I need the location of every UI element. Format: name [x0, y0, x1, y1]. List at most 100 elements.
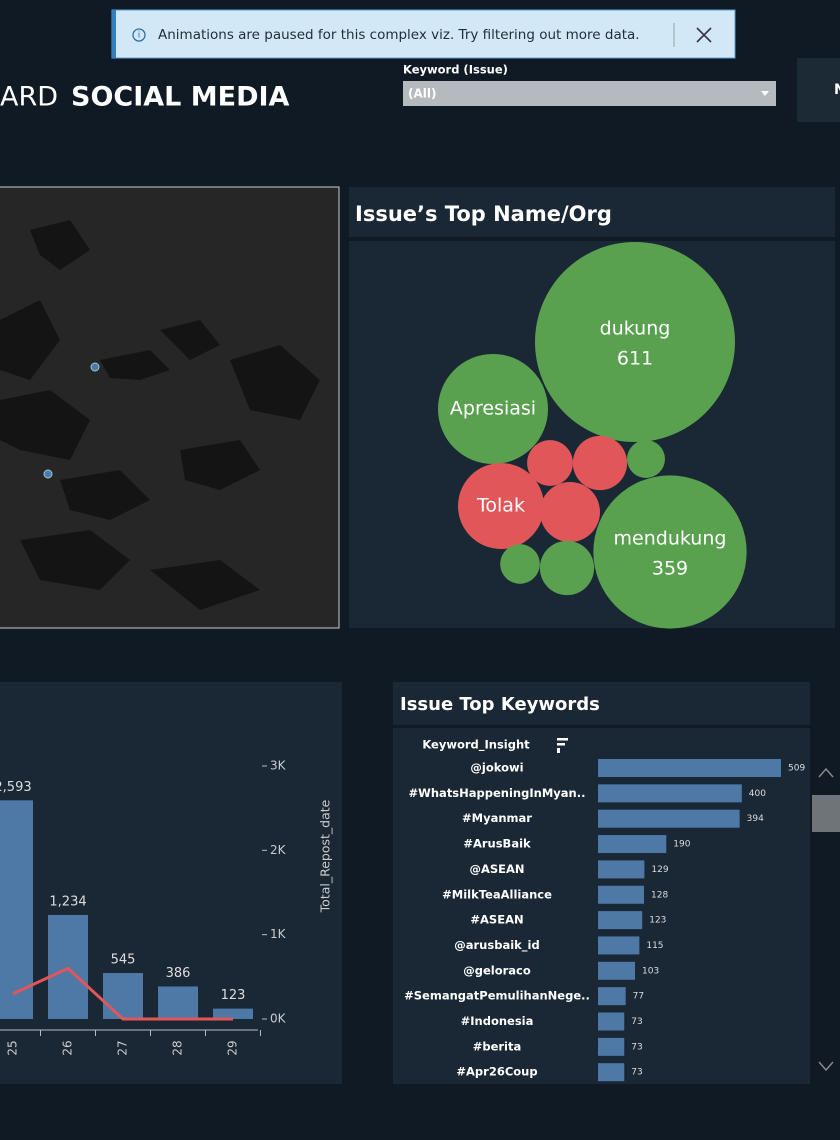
bubble: [457, 462, 545, 550]
title-light: ARD: [0, 82, 58, 113]
keyword-label: @jokowi: [470, 761, 523, 775]
bar: [0, 800, 33, 1019]
x-tick-label: 27: [116, 1040, 130, 1055]
filter-dropdown[interactable]: [403, 81, 776, 106]
bar: [158, 986, 198, 1019]
x-tick-label: 29: [226, 1040, 240, 1055]
dropdown-arrow: [761, 91, 769, 96]
bar-value-label: 103: [642, 966, 659, 976]
keyword-label: #Apr26Coup: [456, 1065, 537, 1079]
filter-label: Keyword (Issue): [403, 63, 508, 77]
keyword-label: #Indonesia: [461, 1014, 534, 1028]
keyword-label: #WhatsHappeningInMyan..: [409, 786, 586, 800]
bar-value-label: 73: [631, 1068, 642, 1078]
bar: [103, 973, 143, 1019]
bar: [598, 961, 636, 980]
bubble: [535, 242, 735, 442]
notification: [111, 9, 736, 59]
scrollbar[interactable]: [812, 728, 840, 1084]
bubble: [539, 481, 601, 543]
bar-value-label: 115: [646, 941, 663, 951]
notification-accent: [112, 10, 116, 58]
bar-value-label: 509: [788, 764, 805, 774]
bubble-label: Apresiasi: [450, 398, 536, 420]
keyword-label: #berita: [473, 1039, 522, 1053]
keyword-label: #MilkTeaAlliance: [442, 887, 552, 901]
filter-value: (All): [408, 87, 436, 101]
bar-value-label: 2,593: [0, 780, 32, 795]
map-land: [0, 220, 320, 610]
bubble: [572, 435, 628, 491]
bar: [598, 784, 742, 803]
keyword-label: #SemangatPemulihanNege..: [404, 989, 590, 1003]
bubble: [437, 353, 549, 465]
bar: [598, 860, 645, 879]
info-icon: [132, 28, 146, 42]
scroll-up[interactable]: [818, 767, 834, 778]
keyword-label: @geloraco: [463, 963, 531, 977]
bar-value-label: 123: [649, 916, 666, 926]
bubble-value: 611: [617, 348, 653, 370]
keyword-label: #ArusBaik: [463, 837, 531, 851]
bar: [598, 1012, 625, 1031]
y-tick-label: 2K: [270, 843, 287, 857]
bar-value-label: 73: [631, 1042, 642, 1052]
x-tick-label: 26: [61, 1040, 75, 1055]
scroll-down[interactable]: [818, 1061, 834, 1072]
scroll-thumb[interactable]: [812, 795, 840, 832]
sort-icon[interactable]: [557, 738, 568, 753]
line-series: [12, 966, 233, 1021]
y-tick-label: 0K: [270, 1012, 287, 1026]
x-tick-label: 25: [6, 1040, 20, 1055]
nav-button-text: N: [834, 82, 840, 98]
keyword-label: #ASEAN: [470, 913, 523, 927]
nav-button[interactable]: [797, 58, 840, 122]
bubble: [627, 440, 665, 478]
bar: [598, 1037, 625, 1056]
close-button[interactable]: [696, 27, 712, 43]
bar: [213, 1008, 253, 1019]
bar: [598, 936, 640, 955]
bar: [598, 885, 645, 904]
bubble: [539, 540, 595, 596]
column-header: Keyword_Insight: [422, 738, 530, 753]
panel-title: Issue’s Top Name/Org: [355, 202, 612, 226]
map-point: [43, 469, 53, 479]
x-tick-label: 28: [171, 1040, 185, 1055]
bar: [598, 1063, 625, 1082]
bubble: [500, 544, 540, 584]
bubble-chart: dukung 611 mendukung 359 Apresiasi Tolak: [437, 242, 747, 629]
bubble-value: 359: [652, 558, 688, 580]
notification-text: Animations are paused for this complex v…: [158, 27, 640, 43]
panel-title: Issue Top Keywords: [400, 694, 600, 715]
bar-value-label: 1,234: [49, 894, 86, 909]
bar-line-chart: 0K 1K 2K 3K Total_Repost_date 25 26 27 28 29 2,593…: [0, 759, 333, 1056]
bar: [598, 987, 626, 1006]
bar: [598, 759, 781, 777]
bar-value-label: 190: [673, 840, 690, 850]
y-axis-title: Total_Repost_date: [318, 799, 333, 913]
y-tick-label: 1K: [270, 927, 287, 941]
map-point: [90, 362, 100, 372]
bubble-label: dukung: [600, 318, 671, 340]
bar: [598, 835, 667, 854]
bar-value-label: 123: [221, 988, 246, 1003]
bubble-label: mendukung: [614, 528, 727, 550]
bar-value-label: 129: [651, 865, 668, 875]
title-bold: SOCIAL MEDIA: [71, 82, 290, 113]
bar-value-label: 386: [166, 966, 191, 981]
hbar-chart: @jokowi 509 #WhatsHappeningInMyan.. 400 #Mya…: [404, 759, 805, 1082]
panel: [393, 728, 810, 1084]
keyword-label: #Myanmar: [462, 811, 532, 825]
bar-value-label: 77: [633, 992, 644, 1002]
keyword-label: @arusbaik_id: [454, 938, 539, 953]
panel-header: [349, 187, 835, 237]
y-tick-label: 3K: [270, 759, 287, 773]
bar-value-label: 128: [651, 890, 668, 900]
panel: [0, 682, 342, 1084]
bar: [598, 911, 643, 930]
bubble: [527, 440, 573, 486]
bubble: [593, 475, 747, 629]
bubble-label: Tolak: [476, 495, 525, 517]
